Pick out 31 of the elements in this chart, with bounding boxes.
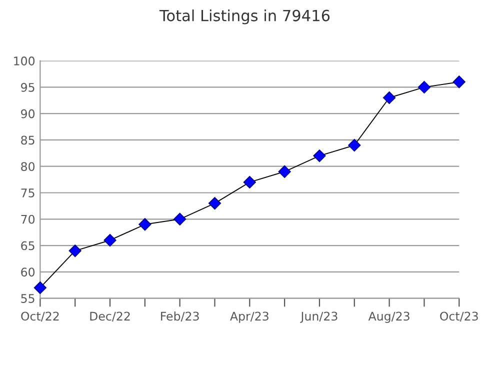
y-tick-label: 80 — [21, 162, 35, 172]
y-tick-label: 100 — [14, 56, 35, 66]
point — [278, 165, 291, 178]
y-tick-label: 75 — [21, 188, 34, 198]
point — [452, 76, 466, 88]
y-tick-label: 70 — [21, 214, 35, 224]
point — [104, 234, 116, 247]
x-tick-label: Dec/22 — [90, 312, 130, 322]
point — [138, 218, 152, 231]
x-tick-label: Jun/23 — [300, 312, 338, 323]
y-tick-label: 60 — [21, 268, 35, 277]
x-tick-label: Aug/23 — [368, 312, 410, 323]
y-tick-label: 85 — [21, 136, 34, 145]
point — [382, 91, 396, 104]
y-tick-label: 95 — [21, 82, 34, 92]
point — [68, 244, 82, 258]
point — [418, 80, 431, 94]
y-tick-label: 90 — [21, 109, 35, 118]
point — [34, 281, 46, 294]
point — [174, 212, 186, 226]
point — [313, 149, 326, 162]
x-tick-label: Feb/23 — [161, 311, 199, 322]
point — [243, 176, 256, 188]
point — [348, 138, 361, 152]
x-tick-label: Oct/22 — [21, 312, 59, 322]
y-tick-label: 55 — [21, 294, 34, 303]
y-tick-label: 65 — [21, 241, 34, 250]
point — [208, 196, 222, 210]
chart-title: Total Listings in 79416 — [159, 10, 330, 24]
x-tick-label: Apr/23 — [230, 312, 268, 323]
x-tick-label: Oct/23 — [440, 312, 478, 322]
